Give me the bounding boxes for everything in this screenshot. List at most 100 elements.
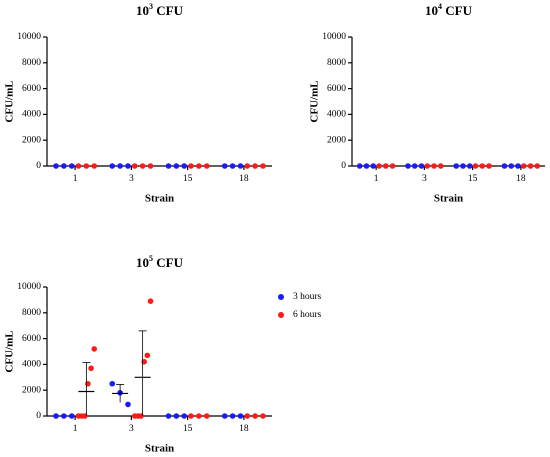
x-tick-label: 18 [239,424,249,434]
title-suffix: CFU [153,255,184,270]
data-point [508,163,515,169]
data-point [91,346,98,352]
data-point [173,413,180,419]
data-point [486,163,492,169]
data-point [389,163,396,169]
chart-title: 105 CFU [136,254,184,270]
title-base: 10 [425,3,438,18]
title-suffix: CFU [153,3,184,18]
y-axis-label: CFU/mL [4,80,16,122]
legend-marker [278,294,284,300]
data-point [229,413,236,419]
x-tick-label: 15 [183,424,193,434]
data-point [68,413,75,419]
data-point [244,413,251,419]
chart-title: 103 CFU [136,2,184,18]
chart-title: 104 CFU [425,2,473,18]
data-point [61,163,67,169]
x-tick-label: 3 [129,174,134,184]
data-point [165,413,172,419]
data-point [479,163,486,169]
title-base: 10 [136,3,149,18]
data-point [520,163,527,169]
data-point [252,413,258,419]
x-tick-label: 1 [73,174,78,184]
data-point [370,163,377,169]
y-tick-label: 10000 [322,32,346,42]
y-tick-label: 2000 [22,385,41,395]
y-tick-label: 2000 [327,135,346,145]
data-point [437,163,444,169]
data-point [91,163,98,169]
y-tick-label: 8000 [327,58,346,68]
data-point [109,163,116,169]
x-tick-label: 3 [129,424,134,434]
data-point [173,163,180,169]
data-point [88,365,94,372]
data-point [203,163,210,169]
y-tick-label: 10000 [17,32,41,42]
data-point [411,163,418,169]
x-axis-label: Strain [434,193,463,205]
data-point [196,163,202,169]
data-point [196,413,202,419]
y-tick-label: 6000 [327,84,346,94]
data-point [125,163,131,169]
data-point [125,401,131,408]
x-tick-label: 3 [422,174,427,184]
y-axis-label: CFU/mL [309,80,321,122]
legend-marker [278,312,284,318]
x-tick-label: 18 [239,174,249,184]
data-point [363,163,370,169]
data-point [260,163,266,169]
legend-label: 6 hours [293,310,322,320]
data-point [252,163,258,169]
y-tick-label: 2000 [22,135,41,145]
data-point [117,163,123,169]
x-axis-label: Strain [145,443,174,455]
y-tick-label: 4000 [327,110,346,120]
y-tick-label: 0 [36,161,41,171]
x-tick-label: 1 [374,174,379,184]
y-tick-label: 8000 [22,308,41,318]
y-tick-label: 0 [36,411,41,421]
data-point [188,163,194,169]
y-axis-label: CFU/mL [4,330,16,372]
data-point [221,413,228,419]
data-point [181,163,188,169]
y-tick-label: 0 [341,161,346,171]
data-point [229,163,236,169]
data-point [147,298,154,304]
data-point [68,163,75,169]
data-point [418,163,425,169]
y-tick-label: 10000 [17,282,41,292]
title-exponent: 5 [149,254,153,263]
data-point [165,163,172,169]
title-exponent: 4 [438,2,442,11]
data-point [188,413,194,419]
data-point [131,163,138,169]
data-point [382,163,389,169]
x-tick-label: 15 [183,174,193,184]
x-tick-label: 1 [73,424,78,434]
data-point [260,413,266,419]
data-point [527,163,534,169]
data-point [144,352,151,359]
x-tick-label: 15 [468,174,478,184]
x-axis-label: Strain [145,193,174,205]
data-point [203,413,210,419]
data-point [75,163,82,169]
data-point [53,163,59,169]
title-exponent: 3 [149,2,153,11]
y-tick-label: 6000 [22,334,41,344]
x-tick-label: 18 [516,174,526,184]
y-tick-label: 4000 [22,110,41,120]
data-point [405,163,411,169]
legend-label: 3 hours [293,292,322,302]
data-point [424,163,431,169]
data-point [453,163,460,169]
data-point [61,413,67,419]
data-point [466,163,473,169]
data-point [83,163,90,169]
